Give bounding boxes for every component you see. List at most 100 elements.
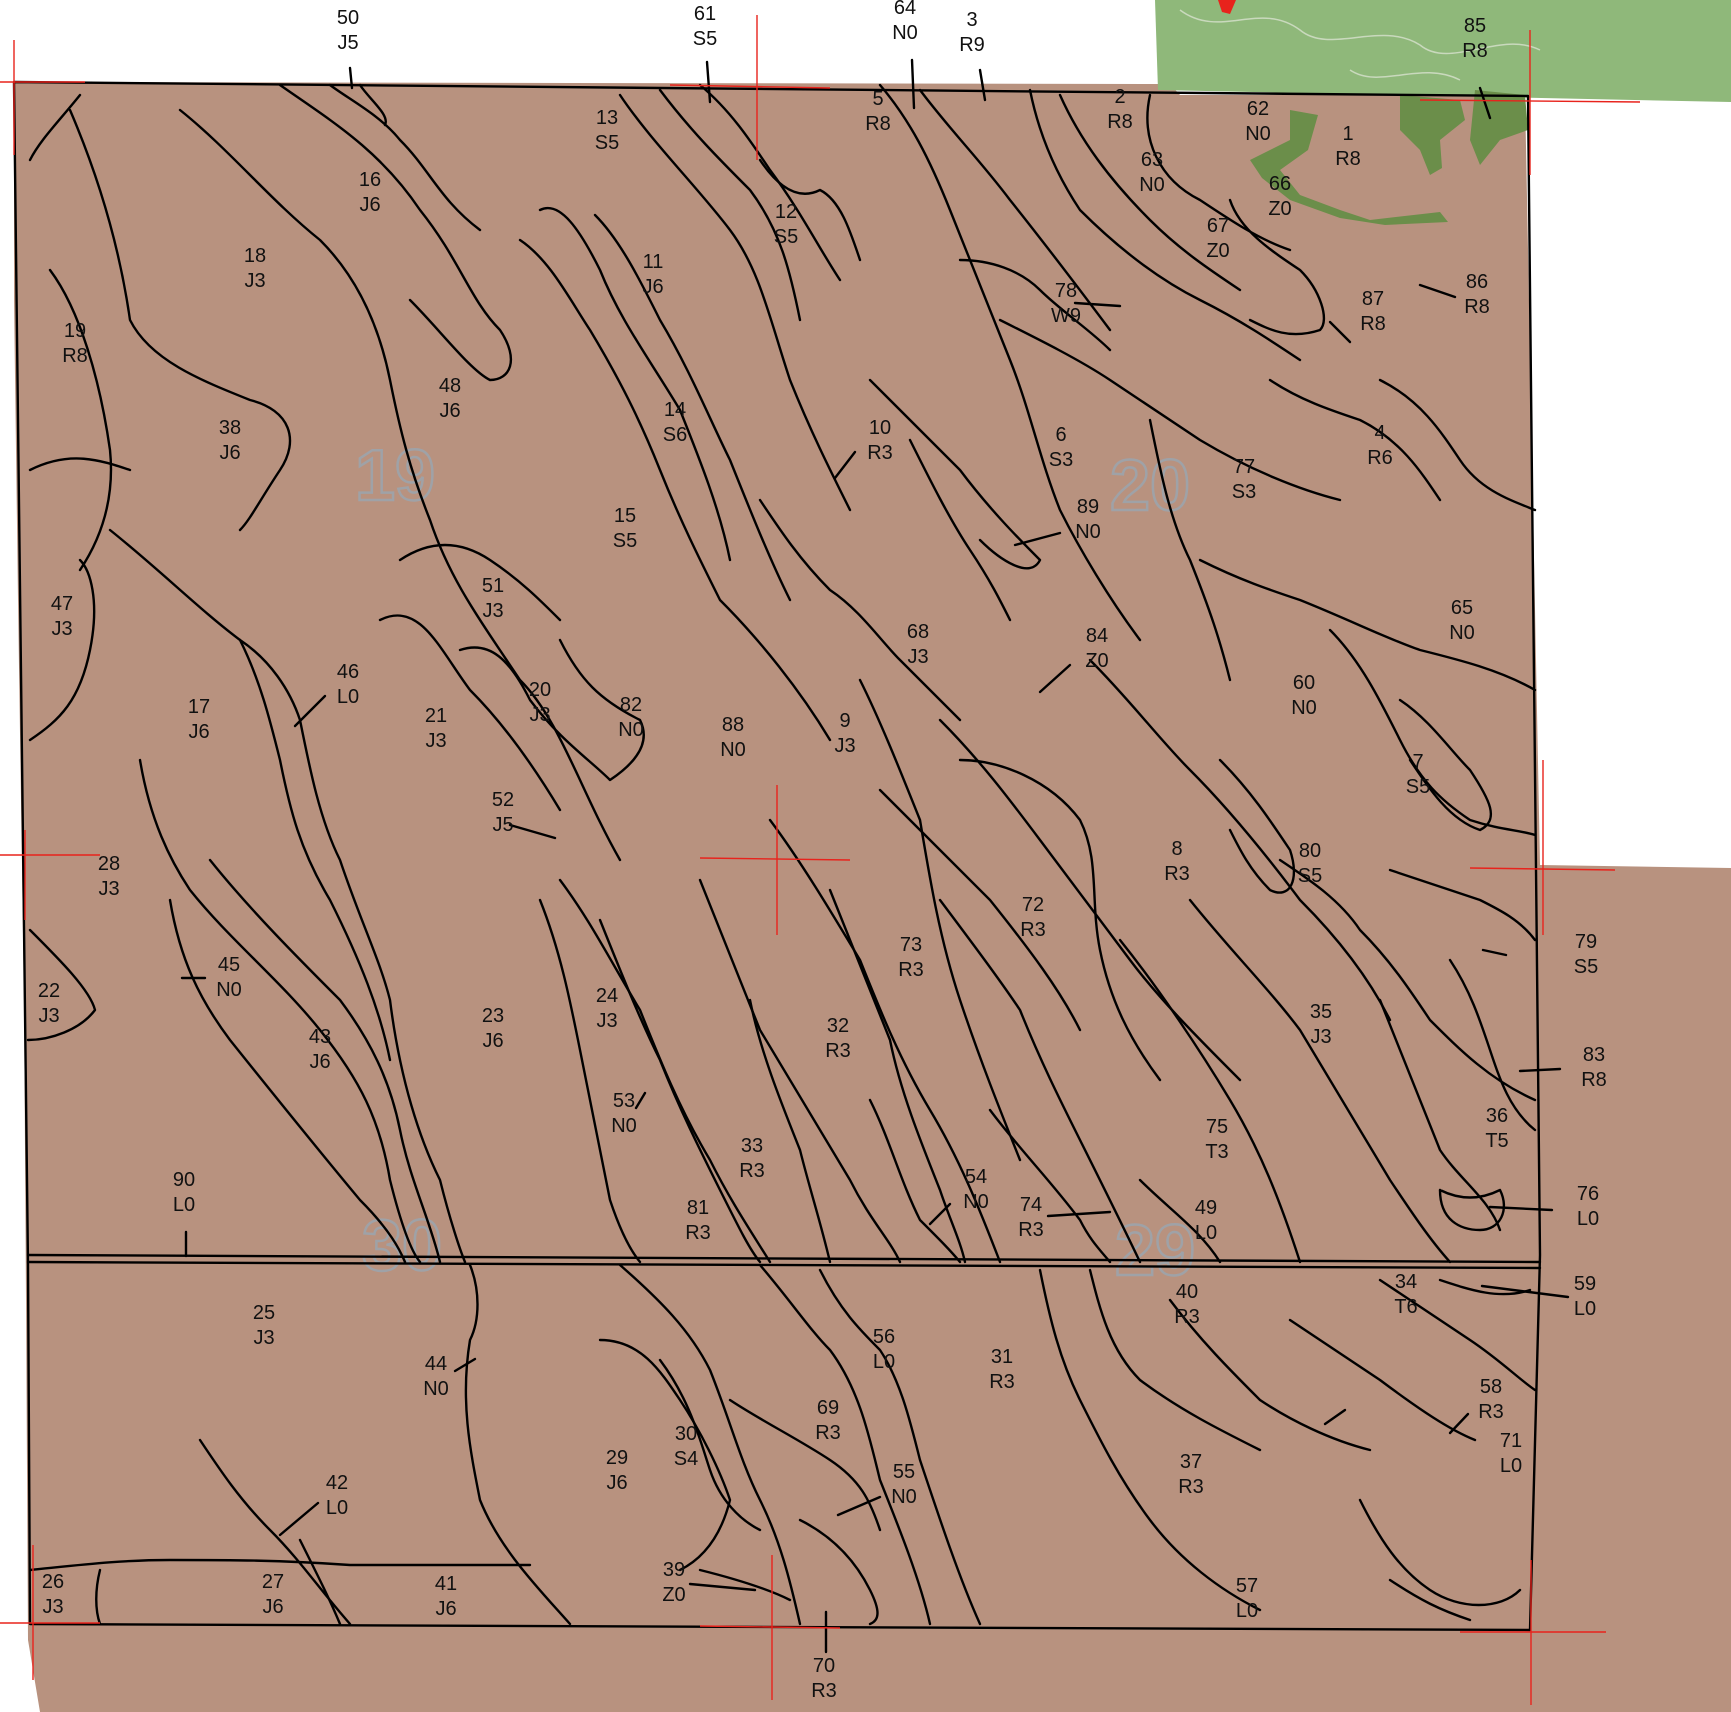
unit-code: J6 — [642, 276, 663, 298]
unit-label-51: 51 J3 — [482, 575, 504, 622]
unit-label-82: 82 N0 — [618, 694, 644, 741]
unit-label-81: 81 R3 — [685, 1197, 711, 1244]
unit-number: 7 — [1412, 751, 1423, 773]
unit-code: J3 — [51, 618, 72, 640]
unit-code: L0 — [173, 1194, 195, 1216]
unit-code: R6 — [1367, 447, 1393, 469]
unit-number: 56 — [873, 1326, 895, 1348]
unit-code: J3 — [98, 878, 119, 900]
unit-number: 2 — [1114, 86, 1125, 108]
unit-code: R8 — [1107, 111, 1133, 133]
unit-number: 24 — [596, 985, 618, 1007]
unit-label-66: 66 Z0 — [1268, 173, 1291, 220]
unit-label-45: 45 N0 — [216, 954, 242, 1001]
unit-label-14: 14 S6 — [663, 399, 687, 446]
unit-number: 12 — [775, 201, 797, 223]
unit-code: N0 — [1075, 521, 1101, 543]
unit-code: L0 — [1236, 1600, 1258, 1622]
unit-number: 10 — [869, 417, 891, 439]
unit-code: N0 — [1449, 622, 1475, 644]
unit-code: N0 — [611, 1115, 637, 1137]
unit-number: 82 — [620, 694, 642, 716]
unit-label-84: 84 Z0 — [1085, 625, 1108, 672]
unit-number: 3 — [966, 9, 977, 31]
unit-number: 58 — [1480, 1376, 1502, 1398]
unit-label-57: 57 L0 — [1236, 1575, 1258, 1622]
unit-number: 50 — [337, 7, 359, 29]
unit-label-71: 71 L0 — [1500, 1430, 1522, 1477]
unit-code: N0 — [963, 1191, 989, 1213]
unit-label-9: 9 J3 — [834, 710, 855, 757]
unit-number: 16 — [359, 169, 381, 191]
unit-number: 69 — [817, 1397, 839, 1419]
unit-label-20: 20 J3 — [529, 679, 551, 726]
unit-number: 32 — [827, 1015, 849, 1037]
unit-number: 20 — [529, 679, 551, 701]
unit-code: L0 — [1195, 1222, 1217, 1244]
unit-number: 15 — [614, 505, 636, 527]
unit-label-87: 87 R8 — [1360, 288, 1386, 335]
unit-number: 55 — [893, 1461, 915, 1483]
unit-code: R3 — [1178, 1476, 1204, 1498]
unit-number: 9 — [839, 710, 850, 732]
unit-label-79: 79 S5 — [1574, 931, 1598, 978]
unit-code: J6 — [219, 442, 240, 464]
unit-code: L0 — [326, 1497, 348, 1519]
unit-number: 19 — [64, 320, 86, 342]
unit-code: J3 — [907, 646, 928, 668]
unit-number: 63 — [1141, 149, 1163, 171]
unit-number: 75 — [1206, 1116, 1228, 1138]
unit-label-17: 17 J6 — [188, 696, 210, 743]
unit-label-34: 34 T6 — [1394, 1271, 1417, 1318]
unit-code: R8 — [62, 345, 88, 367]
unit-number: 52 — [492, 789, 514, 811]
unit-label-32: 32 R3 — [825, 1015, 851, 1062]
unit-number: 76 — [1577, 1183, 1599, 1205]
unit-label-24: 24 J3 — [596, 985, 618, 1032]
unit-number: 79 — [1575, 931, 1597, 953]
unit-label-13: 13 S5 — [595, 107, 619, 154]
unit-number: 57 — [1236, 1575, 1258, 1597]
unit-number: 84 — [1086, 625, 1108, 647]
unit-code: T3 — [1205, 1141, 1228, 1163]
unit-label-62: 62 N0 — [1245, 98, 1271, 145]
unit-code: S5 — [774, 226, 798, 248]
unit-label-68: 68 J3 — [907, 621, 929, 668]
unit-label-16: 16 J6 — [359, 169, 381, 216]
unit-code: R3 — [989, 1371, 1015, 1393]
unit-number: 62 — [1247, 98, 1269, 120]
unit-label-90: 90 L0 — [173, 1169, 195, 1216]
unit-number: 67 — [1207, 215, 1229, 237]
unit-number: 72 — [1022, 894, 1044, 916]
unit-number: 25 — [253, 1302, 275, 1324]
unit-number: 66 — [1269, 173, 1291, 195]
unit-number: 44 — [425, 1353, 447, 1375]
unit-code: R3 — [685, 1222, 711, 1244]
unit-label-3: 3 R9 — [959, 9, 985, 56]
unit-number: 54 — [965, 1166, 987, 1188]
unit-label-56: 56 L0 — [873, 1326, 895, 1373]
unit-code: S4 — [674, 1448, 698, 1470]
unit-number: 6 — [1055, 424, 1066, 446]
unit-code: J3 — [529, 704, 550, 726]
unit-code: N0 — [891, 1486, 917, 1508]
unit-label-4: 4 R6 — [1367, 422, 1393, 469]
unit-label-73: 73 R3 — [898, 934, 924, 981]
unit-label-83: 83 R8 — [1581, 1044, 1607, 1091]
unit-number: 48 — [439, 375, 461, 397]
unit-label-21: 21 J3 — [425, 705, 447, 752]
unit-code: L0 — [1574, 1298, 1596, 1320]
unit-number: 8 — [1171, 838, 1182, 860]
unit-code: N0 — [423, 1378, 449, 1400]
unit-label-30: 30 S4 — [674, 1423, 698, 1470]
unit-label-31: 31 R3 — [989, 1346, 1015, 1393]
unit-code: R3 — [825, 1040, 851, 1062]
unit-label-35: 35 J3 — [1310, 1001, 1332, 1048]
unit-code: S6 — [663, 424, 687, 446]
unit-code: N0 — [1291, 697, 1317, 719]
unit-number: 1 — [1342, 123, 1353, 145]
unit-code: L0 — [873, 1351, 895, 1373]
unit-number: 11 — [643, 251, 664, 273]
unit-code: R8 — [1335, 148, 1361, 170]
unit-code: Z0 — [1206, 240, 1229, 262]
